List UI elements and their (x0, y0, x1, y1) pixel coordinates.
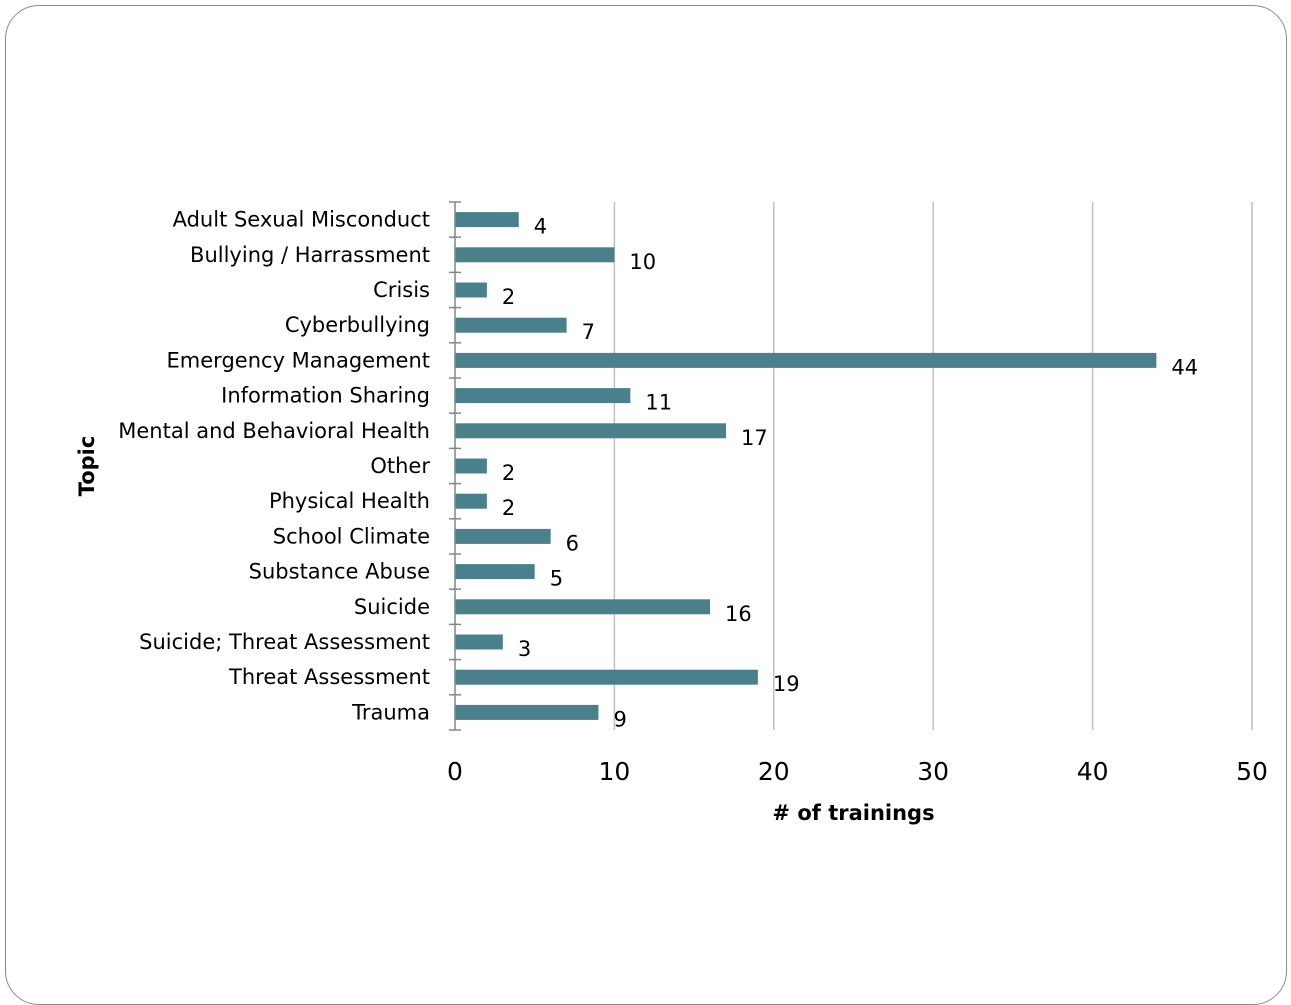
bar (455, 352, 1157, 368)
bar-chart: Adult Sexual Misconduct Bullying / Harras… (75, 201, 1268, 825)
x-tick-label: 30 (917, 757, 949, 786)
bar (455, 493, 487, 509)
data-label: 7 (582, 320, 595, 344)
data-label: 44 (1171, 355, 1198, 379)
category-label: Substance Abuse (249, 560, 430, 584)
x-tick-label: 10 (598, 757, 630, 786)
bar (455, 423, 726, 439)
data-label: 17 (741, 426, 768, 450)
category-label: Adult Sexual Misconduct (173, 208, 430, 232)
data-label: 6 (566, 531, 579, 555)
data-label: 4 (534, 215, 547, 239)
data-label: 3 (518, 637, 531, 661)
y-axis (449, 201, 461, 731)
category-label: Crisis (373, 278, 430, 302)
category-label: Suicide; Threat Assessment (139, 630, 430, 654)
grid-lines (613, 202, 1253, 730)
bar (455, 599, 711, 615)
bar (455, 564, 535, 580)
bars (455, 212, 1157, 720)
category-label: School Climate (273, 524, 430, 548)
bar (455, 458, 487, 474)
bar (455, 704, 599, 720)
x-tick-label: 20 (758, 757, 790, 786)
category-label: Suicide (354, 595, 430, 619)
data-label: 2 (502, 496, 515, 520)
x-tick-labels: 0 10 20 30 40 50 (447, 757, 1268, 786)
bar (455, 282, 487, 298)
category-label: Emergency Management (167, 348, 430, 372)
data-label: 5 (550, 567, 563, 591)
x-tick-label: 0 (447, 757, 463, 786)
data-label: 2 (502, 285, 515, 309)
bar (455, 317, 567, 333)
category-label: Threat Assessment (228, 665, 430, 689)
category-label: Mental and Behavioral Health (118, 419, 430, 443)
category-label: Cyberbullying (285, 313, 430, 337)
y-axis-title: Topic (75, 436, 99, 497)
data-label: 19 (773, 672, 800, 696)
bar (455, 247, 615, 263)
category-label: Trauma (351, 700, 430, 724)
data-label: 16 (725, 602, 752, 626)
category-label: Other (370, 454, 430, 478)
bar (455, 634, 503, 650)
category-label: Bullying / Harrassment (190, 243, 430, 267)
chart-frame (5, 5, 1287, 1005)
bar (455, 528, 551, 544)
category-label: Physical Health (269, 489, 430, 513)
data-label: 11 (645, 391, 672, 415)
category-label: Information Sharing (221, 384, 430, 408)
bar (455, 388, 631, 404)
x-tick-label: 50 (1236, 757, 1268, 786)
data-label: 9 (613, 707, 626, 731)
bar (455, 669, 758, 685)
bar (455, 212, 519, 228)
x-tick-label: 40 (1077, 757, 1109, 786)
category-labels: Adult Sexual Misconduct Bullying / Harras… (118, 208, 430, 725)
x-axis-title: # of trainings (772, 801, 934, 825)
data-label: 2 (502, 461, 515, 485)
data-label: 10 (629, 250, 656, 274)
